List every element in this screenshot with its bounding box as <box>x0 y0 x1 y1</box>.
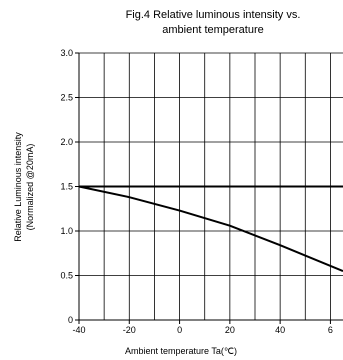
y-tick-label: 0 <box>68 315 73 325</box>
y-tick-label: 1.0 <box>60 226 73 236</box>
axes <box>75 52 343 324</box>
x-tick-label: 40 <box>275 325 285 335</box>
y-axis-label: Relative Luminous intensity <box>13 132 23 242</box>
series-line-2 <box>78 185 343 272</box>
y-tick-labels: 0 0.5 1.0 1.5 2.0 2.5 3.0 <box>60 48 73 325</box>
x-tick-label: -20 <box>123 325 136 335</box>
chart-title: Fig.4 Relative luminous intensity vs. <box>126 9 301 21</box>
y-tick-label: 0.5 <box>60 271 73 281</box>
x-tick-labels: -40 -20 0 20 40 6 <box>72 325 332 335</box>
chart-title-line-2: ambient temperature <box>162 24 264 36</box>
series-group <box>78 185 343 272</box>
y-tick-label: 1.5 <box>60 182 73 192</box>
y-tick-label: 2.5 <box>60 93 73 103</box>
x-tick-label: 0 <box>177 325 182 335</box>
y-tick-label: 3.0 <box>60 48 73 58</box>
y-axis-label-line-2: (Normalized @20mA) <box>25 144 35 231</box>
x-tick-label: 6 <box>328 325 333 335</box>
y-tick-label: 2.0 <box>60 137 73 147</box>
x-tick-label: -40 <box>72 325 85 335</box>
x-axis-label: Ambient temperature Ta(℃) <box>125 346 237 356</box>
x-tick-label: 20 <box>225 325 235 335</box>
